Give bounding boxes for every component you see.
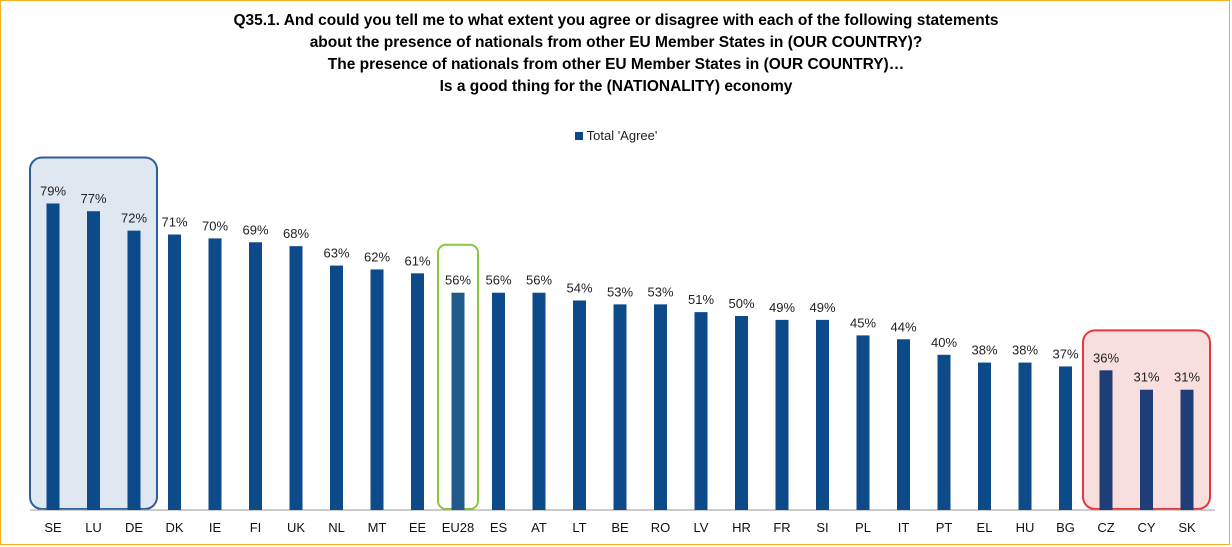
value-label-pl: 45% — [850, 315, 876, 330]
value-label-ro: 53% — [647, 284, 673, 299]
value-label-hr: 50% — [728, 296, 754, 311]
tick-label-at: AT — [531, 520, 547, 535]
tick-label-lu: LU — [85, 520, 102, 535]
value-label-eu28: 56% — [445, 273, 471, 288]
tick-label-pt: PT — [936, 520, 953, 535]
value-label-fi: 69% — [242, 222, 268, 237]
value-label-bg: 37% — [1052, 346, 1078, 361]
tick-label-fi: FI — [250, 520, 262, 535]
tick-label-pl: PL — [855, 520, 871, 535]
value-label-lt: 54% — [566, 280, 592, 295]
tick-label-es: ES — [490, 520, 508, 535]
bar-at — [532, 292, 546, 510]
bar-fr — [775, 319, 789, 510]
value-label-lv: 51% — [688, 292, 714, 307]
value-label-uk: 68% — [283, 226, 309, 241]
tick-label-nl: NL — [328, 520, 345, 535]
tick-label-eu28: EU28 — [442, 520, 475, 535]
bar-el — [978, 362, 991, 510]
tick-label-se: SE — [44, 520, 62, 535]
value-label-ee: 61% — [404, 253, 430, 268]
value-label-hu: 38% — [1012, 343, 1038, 358]
bar-hu — [1018, 362, 1032, 510]
value-label-cz: 36% — [1093, 350, 1119, 365]
value-label-fr: 49% — [769, 300, 795, 315]
value-label-se: 79% — [40, 183, 66, 198]
value-label-sk: 31% — [1174, 370, 1200, 385]
bar-sk — [1180, 389, 1194, 510]
bar-eu28 — [451, 292, 465, 510]
chart-legend: Total 'Agree' — [0, 128, 1232, 143]
value-label-at: 56% — [526, 273, 552, 288]
tick-label-ee: EE — [409, 520, 427, 535]
tick-label-ie: IE — [209, 520, 222, 535]
tick-label-uk: UK — [287, 520, 305, 535]
tick-label-de: DE — [125, 520, 143, 535]
value-label-cy: 31% — [1133, 370, 1159, 385]
tick-label-mt: MT — [368, 520, 387, 535]
tick-label-hu: HU — [1016, 520, 1035, 535]
title-line-3: The presence of nationals from other EU … — [327, 56, 905, 73]
bar-pl — [856, 335, 870, 510]
tick-label-cy: CY — [1137, 520, 1155, 535]
tick-label-sk: SK — [1178, 520, 1196, 535]
bar-lu — [87, 211, 100, 511]
tick-label-bg: BG — [1056, 520, 1075, 535]
tick-label-be: BE — [611, 520, 629, 535]
bar-cz — [1099, 370, 1113, 510]
value-label-mt: 62% — [364, 249, 390, 264]
bar-dk — [168, 234, 181, 510]
bar-lv — [694, 312, 708, 510]
bar-ee — [411, 273, 424, 510]
value-label-be: 53% — [607, 284, 633, 299]
value-label-pt: 40% — [931, 335, 957, 350]
value-label-nl: 63% — [323, 246, 349, 261]
tick-label-hr: HR — [732, 520, 751, 535]
bar-be — [613, 304, 627, 510]
bar-de — [127, 230, 141, 510]
bar-mt — [370, 269, 384, 510]
legend-swatch — [574, 131, 583, 140]
value-label-lu: 77% — [80, 191, 106, 206]
bar-fi — [249, 242, 262, 510]
bar-ie — [208, 238, 222, 510]
tick-label-el: EL — [977, 520, 993, 535]
bar-it — [897, 339, 910, 510]
value-label-si: 49% — [809, 300, 835, 315]
tick-label-fr: FR — [773, 520, 790, 535]
value-label-es: 56% — [485, 273, 511, 288]
tick-label-lt: LT — [572, 520, 586, 535]
tick-label-it: IT — [898, 520, 910, 535]
value-label-dk: 71% — [161, 215, 187, 230]
value-label-el: 38% — [971, 343, 997, 358]
tick-label-cz: CZ — [1097, 520, 1114, 535]
bar-se — [46, 203, 60, 511]
bar-hr — [735, 316, 748, 510]
bar-bg — [1059, 366, 1072, 510]
value-label-it: 44% — [890, 319, 916, 334]
title-line-2: about the presence of nationals from oth… — [309, 34, 923, 51]
bar-si — [816, 319, 829, 510]
bar-lt — [573, 300, 586, 510]
tick-label-si: SI — [816, 520, 828, 535]
tick-label-dk: DK — [165, 520, 183, 535]
bar-ro — [654, 304, 667, 510]
bar-es — [492, 292, 505, 510]
bar-cy — [1140, 389, 1153, 510]
tick-label-ro: RO — [651, 520, 671, 535]
value-label-de: 72% — [121, 211, 147, 226]
bar-nl — [330, 265, 343, 510]
legend-label: Total 'Agree' — [586, 128, 658, 143]
value-label-ie: 70% — [202, 218, 228, 233]
chart-title: Q35.1. And could you tell me to what ext… — [0, 10, 1232, 98]
title-line-4: Is a good thing for the (NATIONALITY) ec… — [439, 78, 793, 95]
tick-label-lv: LV — [694, 520, 709, 535]
bar-pt — [937, 354, 951, 510]
title-line-1: Q35.1. And could you tell me to what ext… — [233, 12, 999, 29]
bar-uk — [289, 246, 303, 510]
